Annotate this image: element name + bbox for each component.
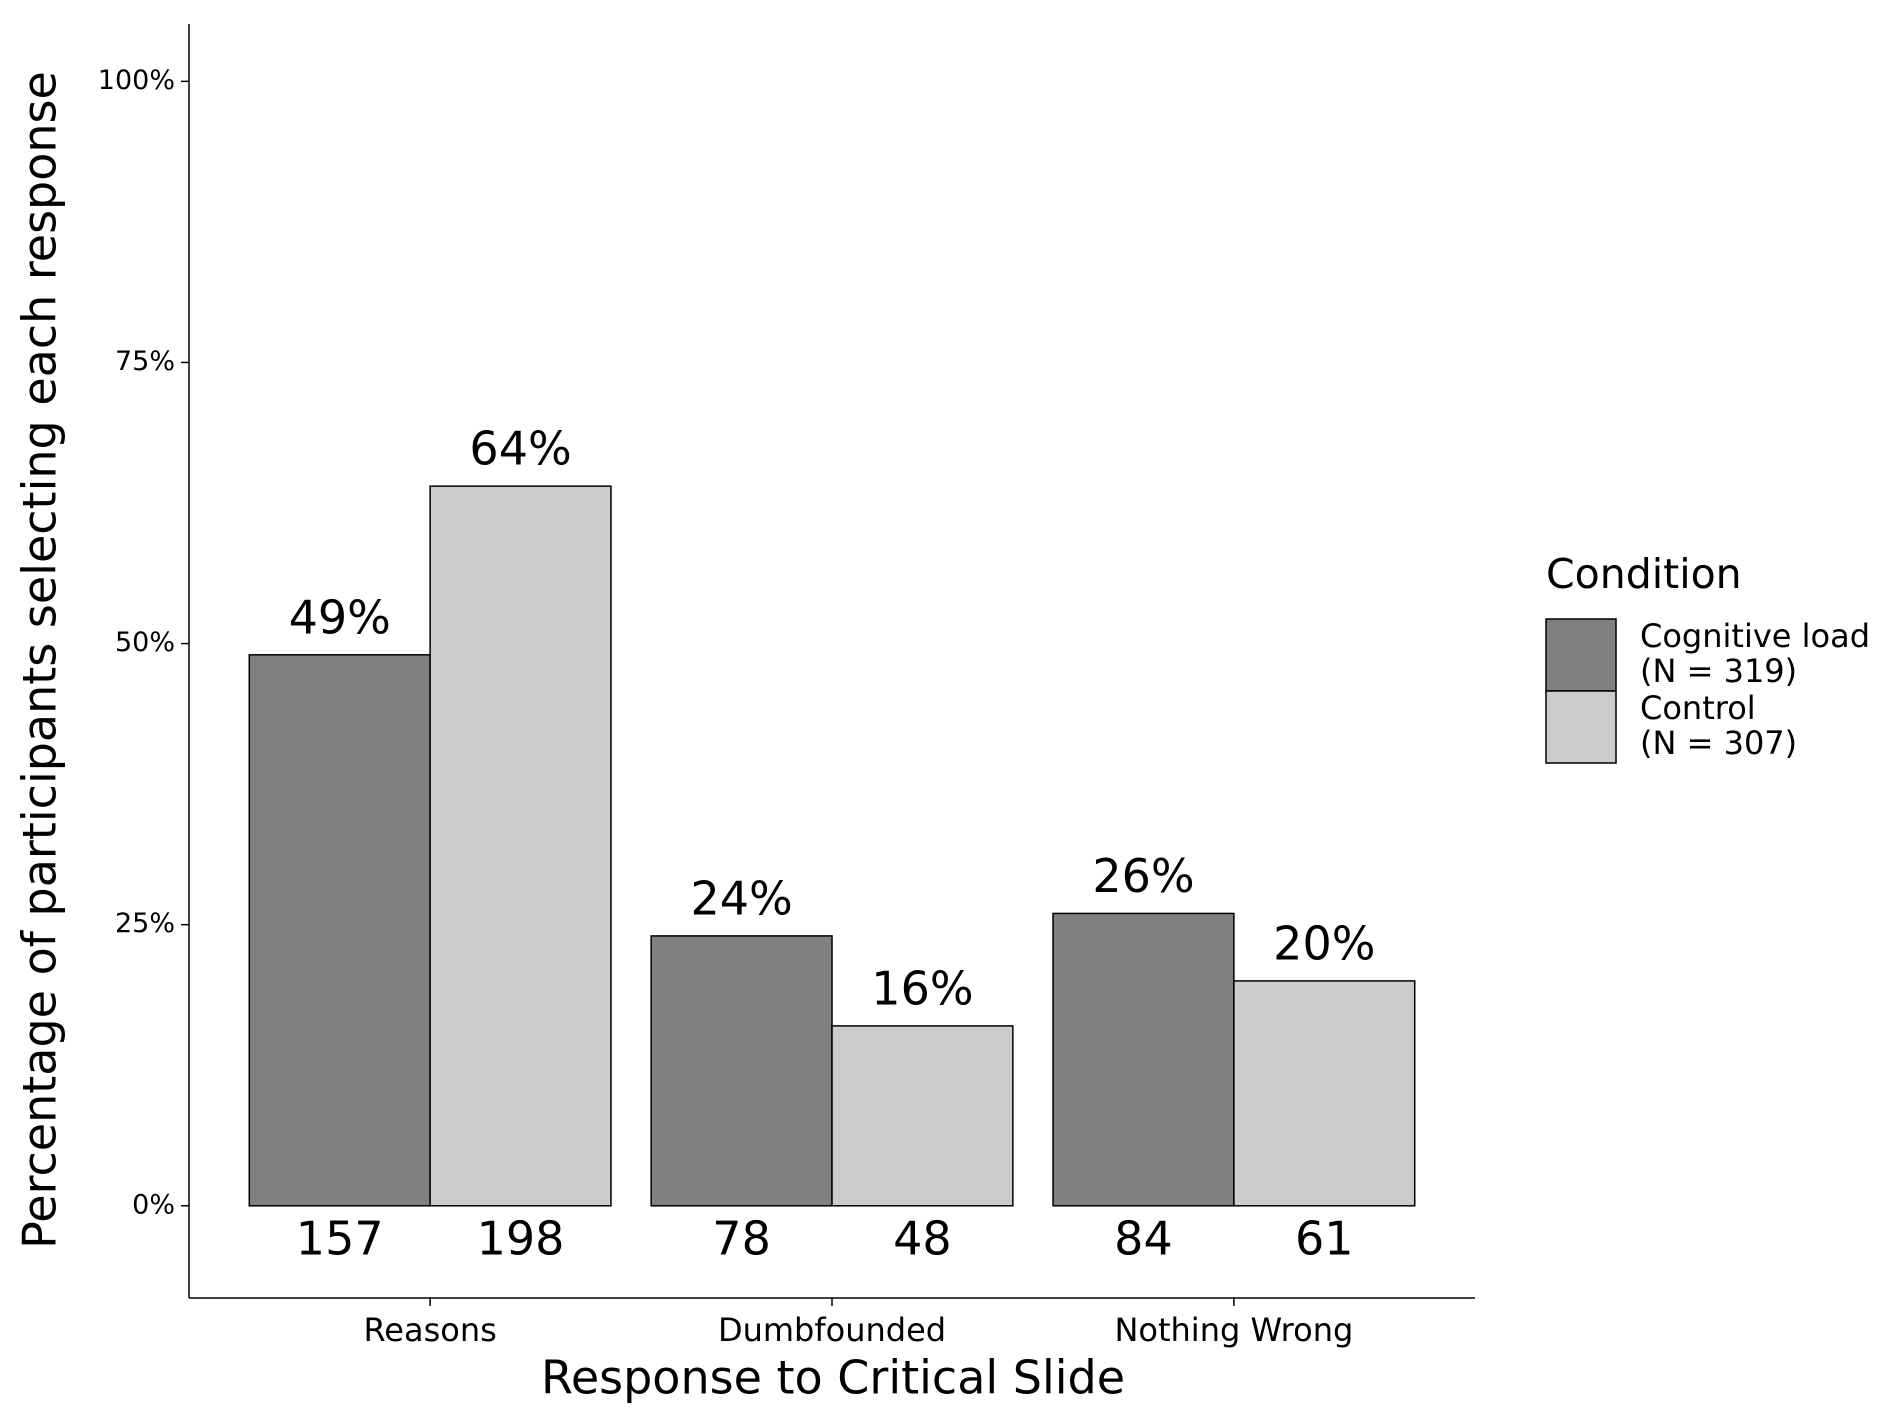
value-label: 49% (289, 590, 391, 644)
legend-key (1545, 618, 1617, 692)
value-label: 26% (1092, 849, 1194, 903)
bar (650, 935, 833, 1207)
value-label: 16% (871, 961, 973, 1015)
legend-label: Cognitive load (1640, 617, 1870, 655)
count-label: 78 (712, 1211, 771, 1265)
bar (429, 485, 612, 1207)
y-axis-title: Percentage of participants selecting eac… (13, 71, 67, 1249)
count-label: 157 (296, 1211, 384, 1265)
x-tick-label: Dumbfounded (718, 1311, 946, 1349)
bar (831, 1025, 1014, 1207)
y-tick-label: 50% (115, 627, 175, 658)
legend-label: Control (1640, 689, 1756, 727)
count-label: 61 (1295, 1211, 1354, 1265)
value-label: 24% (690, 871, 792, 925)
bar (248, 654, 431, 1207)
x-tick-label: Reasons (363, 1311, 496, 1349)
y-tick-label: 100% (98, 65, 175, 96)
x-axis-title: Response to Critical Slide (541, 1351, 1125, 1405)
bar (1233, 980, 1416, 1207)
value-label: 20% (1273, 916, 1375, 970)
y-tick-label: 0% (132, 1189, 175, 1220)
legend-note: (N = 307) (1640, 724, 1797, 762)
y-tick-label: 25% (115, 908, 175, 939)
legend-title: Condition (1546, 550, 1742, 598)
count-label: 198 (477, 1211, 565, 1265)
count-label: 48 (893, 1211, 952, 1265)
bar (1052, 912, 1235, 1207)
value-label: 64% (469, 422, 571, 476)
x-tick-label: Nothing Wrong (1114, 1311, 1353, 1349)
y-tick-label: 75% (115, 346, 175, 377)
legend-key (1545, 690, 1617, 764)
legend-note: (N = 319) (1640, 652, 1797, 690)
count-label: 84 (1114, 1211, 1173, 1265)
